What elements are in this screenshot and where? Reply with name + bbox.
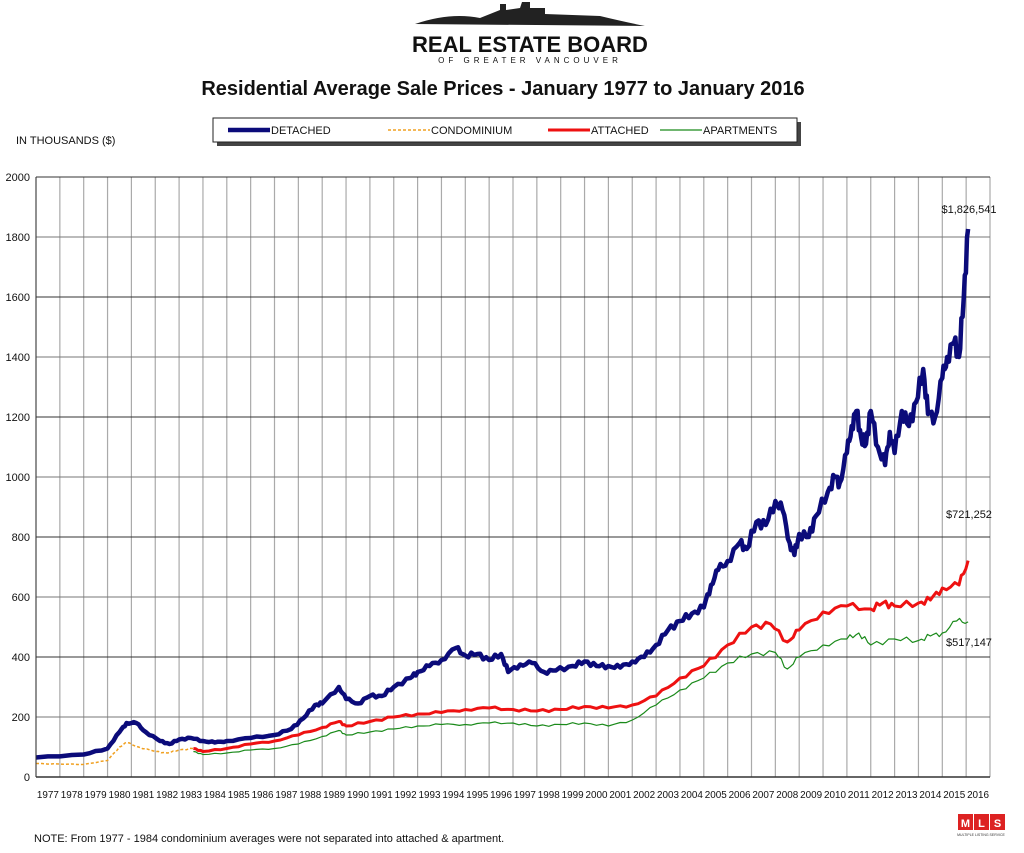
x-tick-label: 2005 — [705, 790, 727, 801]
series-line-attached — [193, 560, 970, 753]
x-tick-label: 1991 — [371, 790, 393, 801]
rebgv-logo: REAL ESTATE BOARD OF GREATER VANCOUVER — [412, 2, 648, 65]
x-tick-label: 2008 — [776, 790, 798, 801]
mls-logo: M L S MULTIPLE LISTING SERVICE — [957, 814, 1006, 837]
y-tick-label: 1400 — [6, 352, 30, 364]
legend-label: CONDOMINIUM — [431, 125, 512, 137]
series-line-condominium — [36, 741, 194, 766]
x-tick-label: 1995 — [466, 790, 488, 801]
x-tick-label: 1999 — [562, 790, 584, 801]
x-tick-label: 1997 — [514, 790, 536, 801]
svg-text:M: M — [961, 818, 970, 830]
y-tick-label: 1000 — [6, 472, 30, 484]
x-tick-label: 1998 — [538, 790, 560, 801]
x-tick-label: 1982 — [156, 790, 178, 801]
y-axis-label: IN THOUSANDS ($) — [16, 135, 115, 147]
logo-line1: REAL ESTATE BOARD — [412, 32, 648, 57]
x-tick-label: 1985 — [228, 790, 250, 801]
x-tick-label: 2000 — [585, 790, 607, 801]
x-tick-label: 2002 — [633, 790, 655, 801]
y-tick-label: 2000 — [6, 172, 30, 184]
x-tick-label: 1989 — [323, 790, 345, 801]
x-tick-label: 1981 — [132, 790, 154, 801]
x-tick-label: 1984 — [204, 790, 226, 801]
legend-label: APARTMENTS — [703, 125, 777, 137]
x-tick-label: 1990 — [347, 790, 369, 801]
x-tick-label: 2010 — [824, 790, 846, 801]
legend-label: ATTACHED — [591, 125, 649, 137]
x-tick-label: 2003 — [657, 790, 679, 801]
x-tick-label: 1996 — [490, 790, 512, 801]
x-tick-label: 1978 — [61, 790, 83, 801]
x-tick-label: 1980 — [108, 790, 130, 801]
x-tick-label: 2016 — [967, 790, 989, 801]
logo-line2: OF GREATER VANCOUVER — [438, 56, 622, 65]
end-value-label: $1,826,541 — [941, 204, 996, 216]
x-tick-label: 2014 — [919, 790, 941, 801]
chart-title: Residential Average Sale Prices - Januar… — [201, 78, 804, 100]
x-tick-label: 2001 — [609, 790, 631, 801]
legend: DETACHED CONDOMINIUM ATTACHED APARTMENTS — [212, 117, 801, 146]
x-tick-label: 2012 — [872, 790, 894, 801]
y-tick-label: 1200 — [6, 412, 30, 424]
end-value-label: $721,252 — [946, 509, 992, 521]
series-line-apartments — [193, 617, 969, 756]
x-tick-label: 2011 — [848, 790, 870, 801]
y-tick-label: 1800 — [6, 232, 30, 244]
legend-label: DETACHED — [271, 125, 331, 137]
y-tick-label: 800 — [12, 532, 30, 544]
x-tick-label: 1992 — [395, 790, 417, 801]
x-tick-label: 1983 — [180, 790, 202, 801]
x-tick-label: 2007 — [752, 790, 774, 801]
end-value-label: $517,147 — [946, 637, 992, 649]
y-tick-label: 200 — [12, 712, 30, 724]
x-tick-label: 1993 — [419, 790, 441, 801]
x-tick-label: 2006 — [729, 790, 751, 801]
series-line-detached — [35, 228, 971, 760]
mls-caption: MULTIPLE LISTING SERVICE — [957, 833, 1005, 837]
svg-text:L: L — [978, 818, 985, 830]
x-tick-label: 1987 — [275, 790, 297, 801]
x-tick-label: 1988 — [299, 790, 321, 801]
x-tick-label: 2004 — [681, 790, 703, 801]
x-tick-label: 1977 — [37, 790, 59, 801]
footnote: NOTE: From 1977 - 1984 condominium avera… — [34, 833, 504, 845]
x-tick-label: 1994 — [442, 790, 464, 801]
x-tick-label: 1979 — [85, 790, 107, 801]
y-tick-label: 400 — [12, 652, 30, 664]
svg-text:S: S — [994, 818, 1001, 830]
x-tick-label: 2015 — [943, 790, 965, 801]
y-tick-label: 1600 — [6, 292, 30, 304]
y-tick-label: 0 — [24, 772, 30, 784]
y-tick-label: 600 — [12, 592, 30, 604]
x-tick-label: 2009 — [800, 790, 822, 801]
x-tick-label: 2013 — [896, 790, 918, 801]
x-tick-label: 1986 — [252, 790, 274, 801]
